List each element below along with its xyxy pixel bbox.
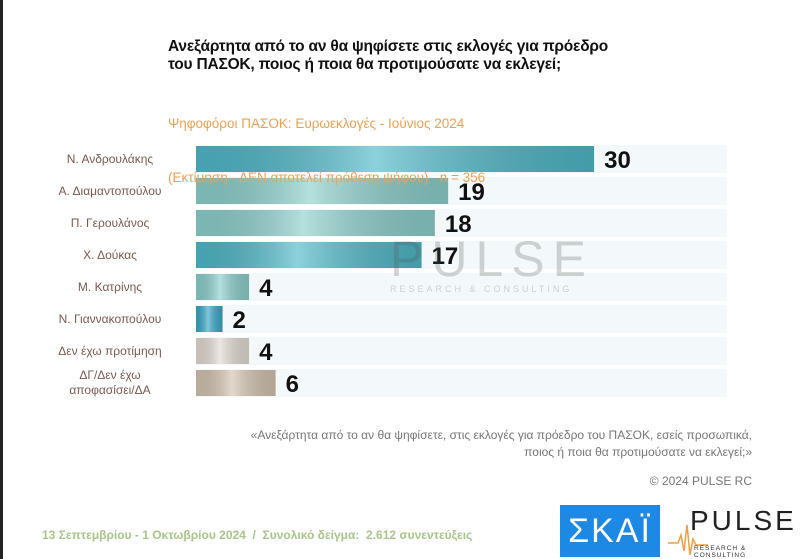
bar [196, 338, 250, 364]
bar [196, 306, 223, 332]
bar [196, 370, 276, 396]
category-label: Ν. Γιαννακοπούλου [59, 312, 162, 326]
bar-shine [196, 370, 276, 396]
pulse-logo-sub: RESEARCH & CONSULTING [694, 545, 747, 559]
quote-line-2: ποιος ή ποια θα προτιμούσατε να εκλεγεί;… [524, 445, 752, 459]
category-label: Μ. Κατρίνης [78, 280, 142, 294]
pulse-logo: PULSE RESEARCH & CONSULTING [668, 505, 794, 559]
row-background [196, 369, 727, 397]
bar [196, 274, 250, 300]
category-label: αποφασίσει/ΔΑ [69, 383, 150, 397]
title-line-1: Ανεξάρτητα από το αν θα ψηφίσετε στις εκ… [168, 38, 609, 55]
watermark-main: PULSE [390, 231, 594, 287]
data-label: 30 [604, 147, 631, 174]
row-background [196, 305, 727, 333]
watermark-sub: RESEARCH & CONSULTING [390, 284, 573, 294]
data-label: 4 [259, 339, 273, 366]
bar-shine [196, 242, 422, 268]
row-background [196, 273, 727, 301]
category-label: Α. Διαμαντοπούλου [59, 184, 162, 198]
skai-logo: ΣΚΑΪ [560, 505, 660, 557]
data-label: 18 [445, 211, 472, 238]
data-label: 4 [259, 275, 273, 302]
bar [196, 242, 422, 268]
category-label: Ν. Ανδρουλάκης [67, 152, 154, 166]
category-label: Χ. Δούκας [83, 248, 137, 262]
skai-logo-text: ΣΚΑΪ [568, 512, 652, 550]
chart-title: Ανεξάρτητα από το αν θα ψηφίσετε στις εκ… [168, 38, 608, 74]
quote-line-1: «Ανεξάρτητα από το αν θα ψηφίσετε, στις … [250, 428, 752, 442]
data-label: 2 [233, 307, 246, 334]
footer-sample-info: 13 Σεπτεμβρίου - 1 Οκτωβρίου 2024 / Συνο… [42, 528, 473, 542]
bar-shine [196, 306, 223, 332]
chart-subtitle: Ψηφοφόροι ΠΑΣΟΚ: Ευρωεκλογές - Ιούνιος 2… [168, 79, 485, 205]
category-label: Π. Γερουλάνος [71, 216, 150, 230]
row-background [196, 209, 727, 237]
category-label: ΔΓ/Δεν έχω [79, 368, 140, 382]
pulse-logo-text: PULSE [690, 505, 797, 536]
data-label: 17 [432, 243, 459, 270]
bar-shine [196, 338, 250, 364]
category-label: Δεν έχω προτίμηση [58, 344, 161, 358]
bar [196, 210, 435, 236]
title-line-2: του ΠΑΣΟΚ, ποιος ή ποια θα προτιμούσατε … [168, 56, 561, 73]
subtitle-line-1: Ψηφοφόροι ΠΑΣΟΚ: Ευρωεκλογές - Ιούνιος 2… [168, 116, 465, 131]
watermark: PULSE RESEARCH & CONSULTING [390, 230, 594, 294]
row-background [196, 241, 727, 269]
question-quote: «Ανεξάρτητα από το αν θα ψηφίσετε, στις … [192, 427, 752, 461]
bar-shine [196, 274, 250, 300]
data-label: 6 [286, 371, 299, 398]
row-background [196, 337, 727, 365]
bar-shine [196, 210, 435, 236]
left-edge [0, 0, 3, 559]
copyright: © 2024 PULSE RC [649, 474, 752, 488]
pulse-wave-icon [668, 524, 708, 556]
subtitle-line-2: (Εκτίμηση - ΔΕΝ αποτελεί πρόθεση ψήφου) … [168, 170, 486, 185]
